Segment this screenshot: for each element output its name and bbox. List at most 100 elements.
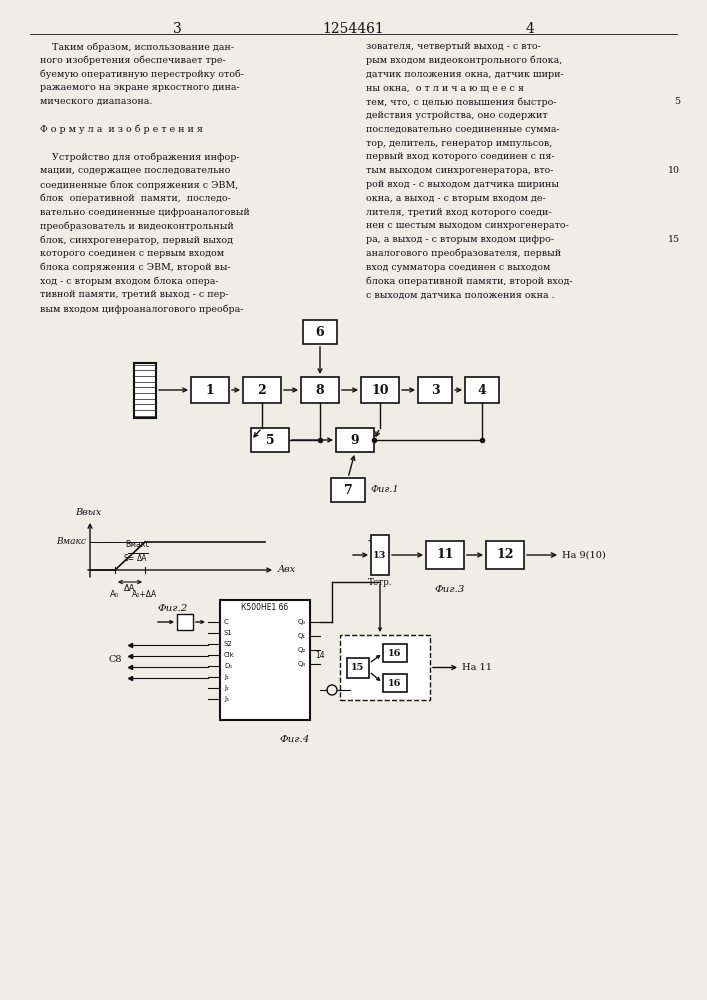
Text: S1: S1	[224, 630, 233, 636]
Bar	[371, 535, 389, 575]
Text: Q₁: Q₁	[298, 633, 306, 639]
Text: тор, делитель, генератор импульсов,: тор, делитель, генератор импульсов,	[366, 139, 552, 148]
Text: J₂: J₂	[224, 685, 229, 691]
Bar	[418, 377, 452, 403]
Text: 15: 15	[668, 235, 680, 244]
Text: A₀: A₀	[110, 590, 119, 599]
Bar	[383, 644, 407, 662]
Text: вательно соединенные цифроаналоговый: вательно соединенные цифроаналоговый	[40, 208, 250, 217]
Text: действия устройства, оно содержит: действия устройства, оно содержит	[366, 111, 548, 120]
Text: соединенные блок сопряжения с ЭВМ,: соединенные блок сопряжения с ЭВМ,	[40, 180, 238, 190]
Bar	[220, 600, 310, 720]
Text: ражаемого на экране яркостного дина-: ражаемого на экране яркостного дина-	[40, 83, 240, 92]
Bar	[251, 428, 289, 452]
Text: 2: 2	[257, 383, 267, 396]
Bar	[301, 377, 339, 403]
Text: ход - с вторым входом блока опера-: ход - с вторым входом блока опера-	[40, 277, 218, 286]
Text: 10: 10	[668, 166, 680, 175]
Text: 1254461: 1254461	[322, 22, 384, 36]
Bar	[303, 320, 337, 344]
Text: тем, что, с целью повышения быстро-: тем, что, с целью повышения быстро-	[366, 97, 556, 107]
Bar	[331, 478, 365, 502]
Text: блок  оперативной  памяти,  последо-: блок оперативной памяти, последо-	[40, 194, 231, 203]
Text: вход сумматора соединен с выходом: вход сумматора соединен с выходом	[366, 263, 550, 272]
Text: 16: 16	[388, 648, 402, 658]
Text: 1: 1	[206, 383, 214, 396]
Text: 6: 6	[316, 326, 325, 338]
Text: Устройство для отображения инфор-: Устройство для отображения инфор-	[40, 152, 240, 162]
Bar	[177, 614, 193, 630]
Text: Bмакс: Bмакс	[56, 538, 86, 546]
Text: с выходом датчика положения окна .: с выходом датчика положения окна .	[366, 290, 554, 299]
Text: блок, синхрогенератор, первый выход: блок, синхрогенератор, первый выход	[40, 235, 233, 245]
Text: Тстр.: Тстр.	[368, 578, 392, 587]
Text: 9: 9	[351, 434, 359, 446]
Text: тым выходом синхрогенератора, вто-: тым выходом синхрогенератора, вто-	[366, 166, 554, 175]
Text: мического диапазона.: мического диапазона.	[40, 97, 153, 106]
Text: последовательно соединенные сумма-: последовательно соединенные сумма-	[366, 125, 560, 134]
Bar	[383, 674, 407, 692]
Text: J₁: J₁	[224, 674, 229, 680]
Text: блока сопряжения с ЭВМ, второй вы-: блока сопряжения с ЭВМ, второй вы-	[40, 263, 230, 272]
Text: Bмакс: Bмакс	[126, 540, 151, 549]
Text: 13: 13	[373, 550, 387, 560]
Text: На 9(10): На 9(10)	[562, 550, 606, 560]
Text: ного изобретения обеспечивает тре-: ного изобретения обеспечивает тре-	[40, 56, 226, 65]
Text: Clk: Clk	[224, 652, 235, 658]
Text: Фиг.3: Фиг.3	[435, 585, 465, 594]
Bar	[243, 377, 281, 403]
Text: D₀: D₀	[224, 663, 232, 669]
Text: 15: 15	[351, 663, 365, 672]
Text: 4: 4	[525, 22, 534, 36]
Text: аналогового преобразователя, первый: аналогового преобразователя, первый	[366, 249, 561, 258]
Text: лителя, третий вход которого соеди-: лителя, третий вход которого соеди-	[366, 208, 551, 217]
Text: 3: 3	[173, 22, 182, 36]
Text: К500НЕ1 б6: К500НЕ1 б6	[241, 603, 288, 612]
Bar	[361, 377, 399, 403]
Text: 3: 3	[431, 383, 439, 396]
Text: рым входом видеоконтрольного блока,: рым входом видеоконтрольного блока,	[366, 56, 562, 65]
Text: которого соединен с первым входом: которого соединен с первым входом	[40, 249, 224, 258]
Text: датчик положения окна, датчик шири-: датчик положения окна, датчик шири-	[366, 70, 563, 79]
Text: 5: 5	[266, 434, 274, 446]
Text: вым входом цифроаналогового преобра-: вым входом цифроаналогового преобра-	[40, 304, 243, 314]
Text: C8: C8	[108, 656, 122, 664]
Text: +: +	[366, 534, 378, 548]
Text: A₀+ΔA: A₀+ΔA	[132, 590, 158, 599]
Text: 12: 12	[496, 548, 514, 562]
Text: S=: S=	[124, 554, 135, 563]
Text: Фиг.1: Фиг.1	[370, 486, 399, 494]
Text: 10: 10	[371, 383, 389, 396]
Text: мации, содержащее последовательно: мации, содержащее последовательно	[40, 166, 230, 175]
Text: 11: 11	[436, 548, 454, 562]
Text: Aвх: Aвх	[278, 566, 296, 574]
Text: J₃: J₃	[224, 696, 229, 702]
Text: 4: 4	[478, 383, 486, 396]
Bar	[191, 377, 229, 403]
Text: блока оперативной памяти, второй вход-: блока оперативной памяти, второй вход-	[366, 277, 573, 286]
Text: тивной памяти, третий выход - с пер-: тивной памяти, третий выход - с пер-	[40, 290, 228, 299]
Text: ны окна,  о т л и ч а ю щ е е с я: ны окна, о т л и ч а ю щ е е с я	[366, 83, 524, 92]
Text: буемую оперативную перестройку отоб-: буемую оперативную перестройку отоб-	[40, 70, 244, 79]
Bar	[347, 658, 369, 678]
Text: Q₀: Q₀	[298, 619, 306, 625]
Bar	[340, 635, 430, 700]
Text: C: C	[224, 619, 229, 625]
Text: ΔA: ΔA	[124, 584, 136, 593]
Text: 5: 5	[674, 97, 680, 106]
Text: На 11: На 11	[462, 663, 492, 672]
Bar	[134, 362, 156, 418]
Bar	[336, 428, 374, 452]
Text: Q₂: Q₂	[298, 647, 306, 653]
Text: 16: 16	[388, 678, 402, 688]
Bar	[465, 377, 499, 403]
Text: Bвых: Bвых	[75, 508, 101, 517]
Text: Фиг.2: Фиг.2	[158, 604, 187, 613]
Text: 7: 7	[344, 484, 352, 496]
Text: Q₃: Q₃	[298, 661, 306, 667]
Text: 14: 14	[315, 650, 325, 660]
Text: Таким образом, использование дан-: Таким образом, использование дан-	[40, 42, 234, 51]
Text: ра, а выход - с вторым входом цифро-: ра, а выход - с вторым входом цифро-	[366, 235, 554, 244]
Bar	[486, 541, 524, 569]
Text: Фиг.4: Фиг.4	[280, 735, 310, 744]
